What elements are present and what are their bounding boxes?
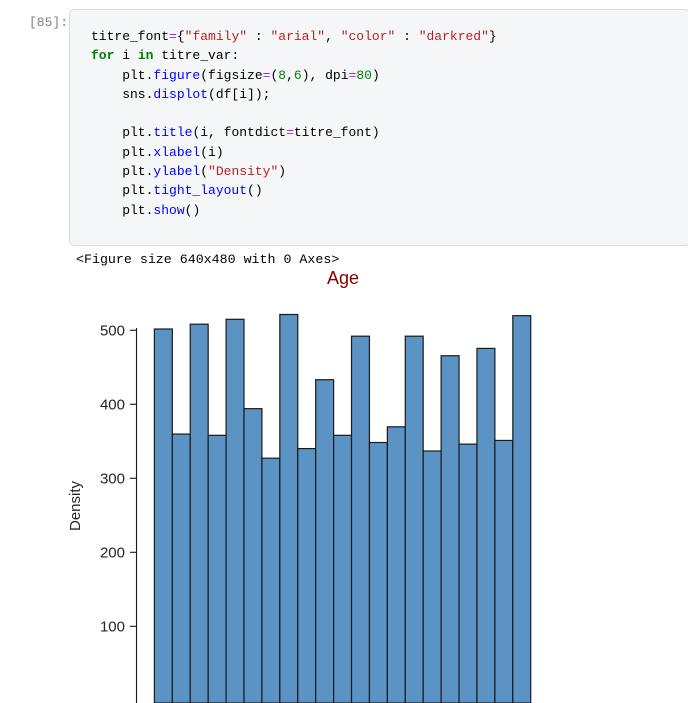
svg-text:300: 300 — [100, 471, 125, 488]
svg-text:200: 200 — [100, 545, 125, 562]
svg-text:Density: Density — [67, 480, 84, 531]
svg-text:Age: Age — [327, 270, 359, 288]
svg-text:400: 400 — [100, 397, 125, 414]
svg-text:100: 100 — [100, 619, 125, 636]
svg-text:500: 500 — [100, 323, 125, 340]
